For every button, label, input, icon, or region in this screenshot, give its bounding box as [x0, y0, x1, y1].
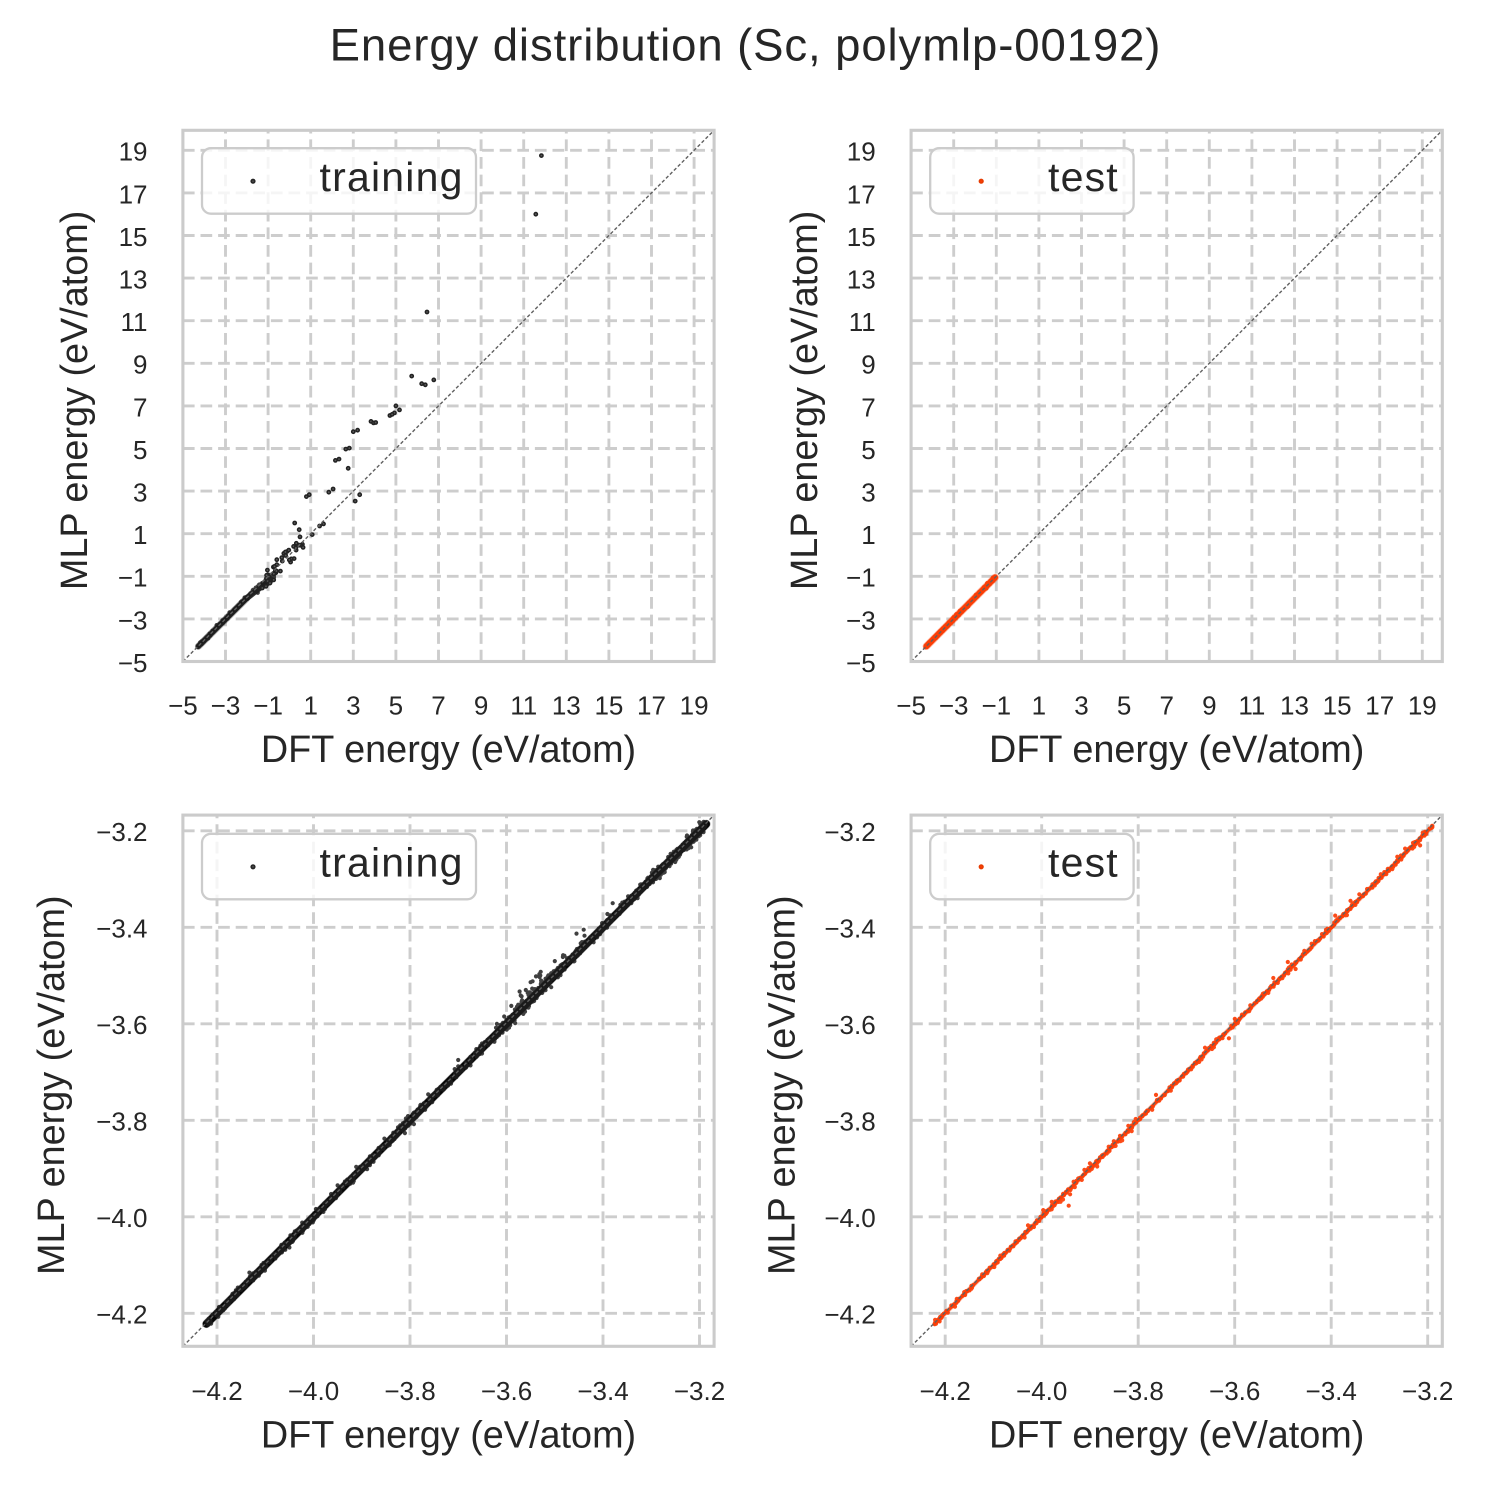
svg-text:15: 15	[1323, 691, 1352, 721]
svg-text:11: 11	[1238, 691, 1265, 721]
svg-text:5: 5	[133, 435, 147, 465]
svg-text:−3.6: −3.6	[481, 1376, 532, 1406]
svg-text:DFT energy (eV/atom): DFT energy (eV/atom)	[989, 1414, 1364, 1456]
svg-text:−4.0: −4.0	[824, 1203, 875, 1233]
svg-text:17: 17	[637, 691, 666, 721]
svg-text:11: 11	[510, 691, 537, 721]
svg-text:−3.4: −3.4	[96, 914, 147, 944]
svg-text:15: 15	[119, 222, 148, 252]
svg-text:13: 13	[847, 265, 876, 295]
svg-text:−1: −1	[253, 691, 283, 721]
svg-text:training: training	[320, 154, 464, 200]
svg-text:3: 3	[861, 478, 875, 508]
svg-text:5: 5	[389, 691, 403, 721]
svg-text:−4.0: −4.0	[1016, 1376, 1067, 1406]
svg-text:−3.2: −3.2	[674, 1376, 725, 1406]
svg-text:11: 11	[849, 307, 876, 337]
svg-text:11: 11	[121, 307, 148, 337]
svg-text:−3: −3	[939, 691, 969, 721]
svg-text:5: 5	[1117, 691, 1131, 721]
svg-text:9: 9	[1202, 691, 1216, 721]
svg-text:9: 9	[861, 350, 875, 380]
svg-text:−5: −5	[118, 648, 148, 678]
svg-text:DFT energy (eV/atom): DFT energy (eV/atom)	[261, 1414, 636, 1456]
svg-text:−1: −1	[846, 563, 876, 593]
svg-text:−3.8: −3.8	[1113, 1376, 1164, 1406]
svg-text:−4.0: −4.0	[288, 1376, 339, 1406]
svg-text:−3.2: −3.2	[824, 817, 875, 847]
svg-text:DFT energy (eV/atom): DFT energy (eV/atom)	[989, 729, 1364, 771]
svg-text:MLP energy (eV/atom): MLP energy (eV/atom)	[54, 211, 96, 591]
svg-text:−3.8: −3.8	[96, 1107, 147, 1137]
svg-text:MLP energy (eV/atom): MLP energy (eV/atom)	[31, 895, 73, 1275]
svg-text:−3.6: −3.6	[1209, 1376, 1260, 1406]
svg-text:MLP energy (eV/atom): MLP energy (eV/atom)	[761, 895, 803, 1275]
svg-text:7: 7	[133, 392, 147, 422]
svg-text:13: 13	[1280, 691, 1309, 721]
svg-text:DFT energy (eV/atom): DFT energy (eV/atom)	[261, 729, 636, 771]
svg-text:−4.2: −4.2	[920, 1376, 971, 1406]
svg-text:−5: −5	[896, 691, 926, 721]
svg-text:7: 7	[1159, 691, 1173, 721]
svg-text:−1: −1	[118, 563, 148, 593]
svg-text:19: 19	[119, 137, 148, 167]
svg-text:−3: −3	[118, 605, 148, 635]
svg-text:19: 19	[680, 691, 709, 721]
svg-text:15: 15	[594, 691, 623, 721]
svg-text:17: 17	[119, 179, 148, 209]
svg-text:−1: −1	[981, 691, 1011, 721]
svg-text:1: 1	[1032, 691, 1046, 721]
svg-text:3: 3	[1074, 691, 1088, 721]
svg-text:−5: −5	[846, 648, 876, 678]
svg-text:7: 7	[861, 392, 875, 422]
svg-text:19: 19	[1408, 691, 1437, 721]
svg-text:5: 5	[861, 435, 875, 465]
svg-text:13: 13	[119, 265, 148, 295]
svg-text:9: 9	[133, 350, 147, 380]
svg-text:9: 9	[474, 691, 488, 721]
svg-text:1: 1	[133, 520, 147, 550]
svg-text:−4.0: −4.0	[96, 1203, 147, 1233]
svg-text:test: test	[1048, 154, 1119, 200]
svg-text:−3.4: −3.4	[577, 1376, 628, 1406]
svg-text:15: 15	[847, 222, 876, 252]
svg-text:−3.8: −3.8	[824, 1107, 875, 1137]
svg-text:7: 7	[431, 691, 445, 721]
svg-text:−5: −5	[168, 691, 198, 721]
svg-text:−4.2: −4.2	[191, 1376, 242, 1406]
svg-text:3: 3	[346, 691, 360, 721]
svg-text:test: test	[1048, 839, 1119, 885]
svg-text:1: 1	[861, 520, 875, 550]
svg-text:−3.8: −3.8	[384, 1376, 435, 1406]
svg-text:13: 13	[552, 691, 581, 721]
svg-text:−4.2: −4.2	[824, 1300, 875, 1330]
svg-text:training: training	[320, 839, 464, 885]
svg-text:−3.2: −3.2	[1402, 1376, 1453, 1406]
svg-text:−3.6: −3.6	[824, 1010, 875, 1040]
svg-text:17: 17	[1365, 691, 1394, 721]
svg-text:MLP energy (eV/atom): MLP energy (eV/atom)	[784, 211, 826, 591]
svg-text:17: 17	[847, 179, 876, 209]
svg-text:1: 1	[303, 691, 317, 721]
svg-text:Energy distribution (Sc, polym: Energy distribution (Sc, polymlp-00192)	[330, 20, 1162, 71]
svg-text:−3.6: −3.6	[96, 1010, 147, 1040]
svg-text:−3: −3	[846, 605, 876, 635]
svg-text:3: 3	[133, 478, 147, 508]
svg-text:−3.4: −3.4	[1306, 1376, 1357, 1406]
svg-text:−3.4: −3.4	[824, 914, 875, 944]
svg-text:−3.2: −3.2	[96, 817, 147, 847]
svg-text:−3: −3	[211, 691, 241, 721]
svg-text:−4.2: −4.2	[96, 1300, 147, 1330]
svg-text:19: 19	[847, 137, 876, 167]
